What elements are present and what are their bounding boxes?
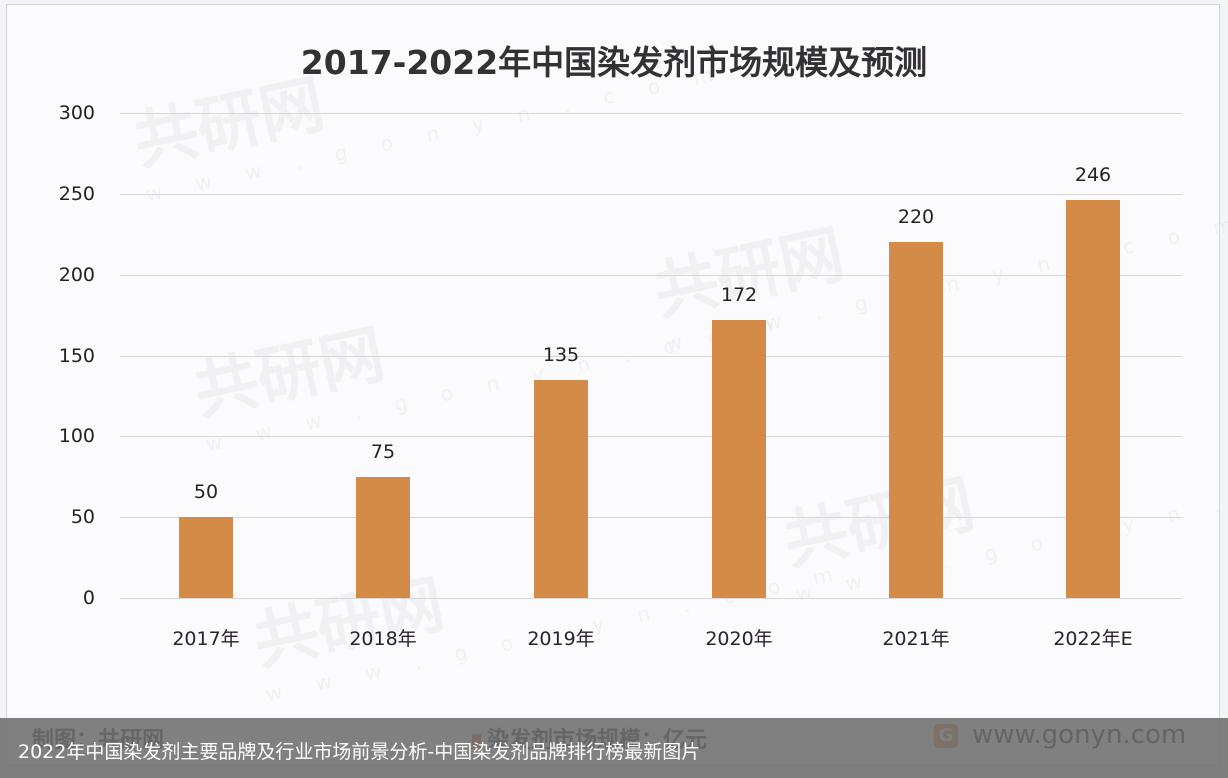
gridline <box>120 274 1182 276</box>
bar[interactable] <box>179 517 233 598</box>
gridline <box>120 436 1182 438</box>
gridline <box>120 355 1182 357</box>
y-tick-label: 250 <box>58 182 95 205</box>
bar[interactable] <box>712 319 766 598</box>
x-tick-label: 2022年E <box>1053 628 1133 650</box>
x-tick-label: 2020年 <box>705 628 773 650</box>
data-label: 135 <box>542 343 580 366</box>
bar[interactable] <box>1066 200 1120 598</box>
gridline <box>120 193 1182 195</box>
gridline <box>120 113 1182 114</box>
chart-title: 2017-2022年中国染发剂市场规模及预测 <box>300 43 928 82</box>
data-label: 172 <box>720 283 758 306</box>
data-label: 50 <box>193 481 219 504</box>
caption-overlay <box>0 718 1228 778</box>
x-tick-label: 2021年 <box>882 628 950 650</box>
y-tick-label: 0 <box>82 587 95 609</box>
y-tick-label: 200 <box>58 263 95 286</box>
image-caption: 2022年中国染发剂主要品牌及行业市场前景分析-中国染发剂品牌排行榜最新图片 <box>18 741 701 763</box>
data-label: 220 <box>897 206 935 229</box>
x-tick-label: 2017年 <box>172 628 240 650</box>
gridline <box>120 517 1182 519</box>
bar[interactable] <box>356 476 410 598</box>
data-label: 75 <box>370 440 396 463</box>
bar[interactable] <box>534 379 588 598</box>
y-tick-label: 100 <box>58 425 95 448</box>
y-tick-label: 50 <box>70 506 95 529</box>
gridline <box>120 598 1182 599</box>
x-tick-label: 2019年 <box>527 628 595 650</box>
x-tick-label: 2018年 <box>349 628 417 650</box>
chart-frame <box>6 4 1220 766</box>
y-tick-label: 300 <box>58 102 95 124</box>
y-tick-label: 150 <box>58 344 95 367</box>
bar[interactable] <box>889 242 943 598</box>
data-label: 246 <box>1074 164 1112 187</box>
